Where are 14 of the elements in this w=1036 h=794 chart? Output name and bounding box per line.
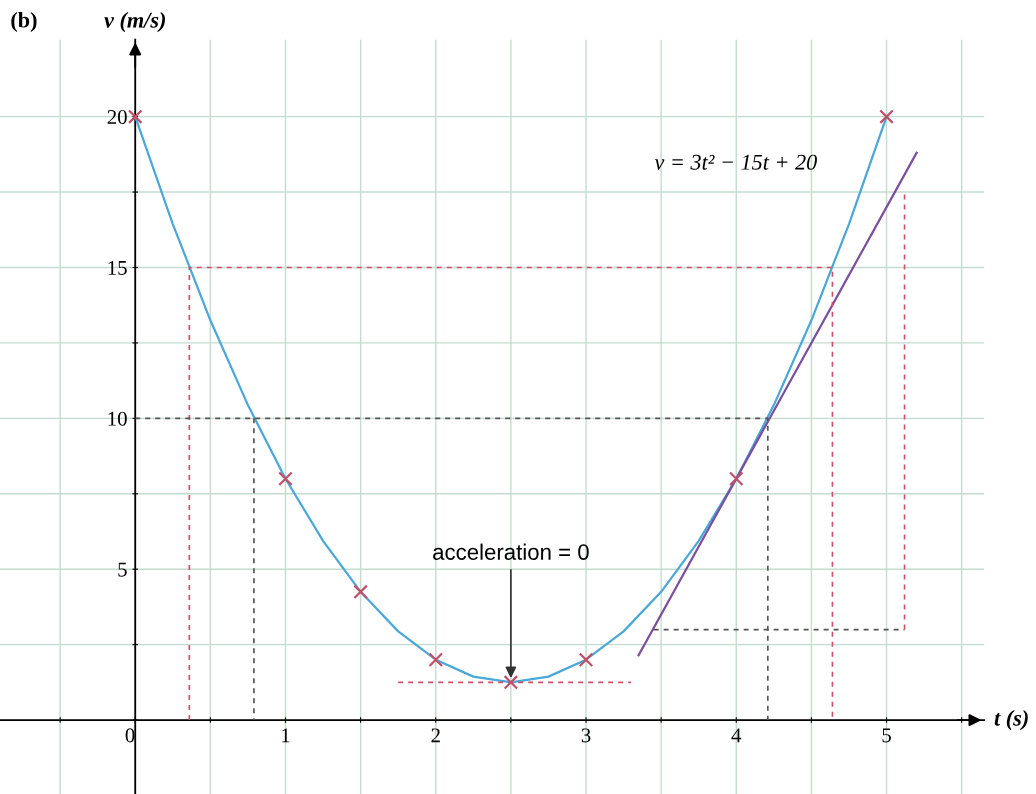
y-tick-label: 5 — [118, 562, 127, 577]
annotation: v = 3t² − 15t + 20 — [654, 154, 817, 170]
x-tick-label: 2 — [431, 728, 440, 743]
y-tick-label: 20 — [107, 110, 127, 125]
y-tick-label: 10 — [108, 411, 127, 426]
y-tick-label: 15 — [108, 260, 127, 275]
x-axis-title: t (s) — [994, 710, 1028, 731]
x-tick-label: 1 — [282, 728, 290, 743]
x-tick-label: 5 — [882, 728, 891, 743]
x-tick-label: 3 — [581, 728, 591, 743]
chart-title: (b) — [11, 11, 37, 33]
y-axis-title: v (m/s) — [104, 12, 165, 33]
x-tick-label: 4 — [731, 728, 742, 743]
annotation: acceleration = 0 — [433, 543, 589, 560]
